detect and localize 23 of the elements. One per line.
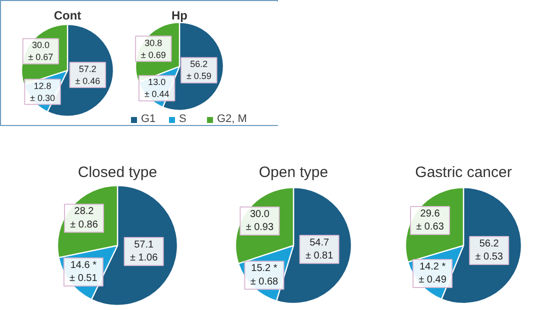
chart-title: Cont [54, 8, 82, 22]
data-label: 57.1 ± 1.06 [130, 239, 158, 264]
data-label: 54.7 ± 0.81 [305, 237, 334, 262]
data-label: 56.2 ± 0.59 [186, 59, 212, 82]
legend-label: S [179, 113, 188, 125]
data-label: 28.2 ± 0.86 [70, 206, 98, 230]
chart-title: Closed type [78, 164, 158, 181]
legend-label: G2, M [217, 113, 247, 125]
data-label: 56.2 ± 0.53 [475, 238, 504, 263]
legend-label: G1 [141, 113, 157, 125]
data-label: 57.2 ± 0.46 [75, 64, 100, 86]
data-label: 12.8 ± 0.30 [30, 80, 56, 103]
data-label: 30.0 ± 0.93 [246, 208, 274, 234]
chart-title: Gastric cancer [415, 164, 512, 181]
chart-title: Open type [258, 164, 328, 181]
data-label: 30.0 ± 0.67 [28, 40, 54, 62]
data-label: 30.8 ± 0.69 [140, 38, 166, 60]
data-label: 14.2 * ± 0.49 [418, 261, 447, 286]
chart-title: Hp [172, 8, 188, 22]
data-label: 29.6 ± 0.63 [416, 208, 444, 233]
data-label: 13.0 ± 0.44 [144, 77, 170, 100]
data-label: 15.2 * ± 0.68 [250, 263, 279, 288]
data-label: 14.6 * ± 0.51 [70, 260, 98, 284]
